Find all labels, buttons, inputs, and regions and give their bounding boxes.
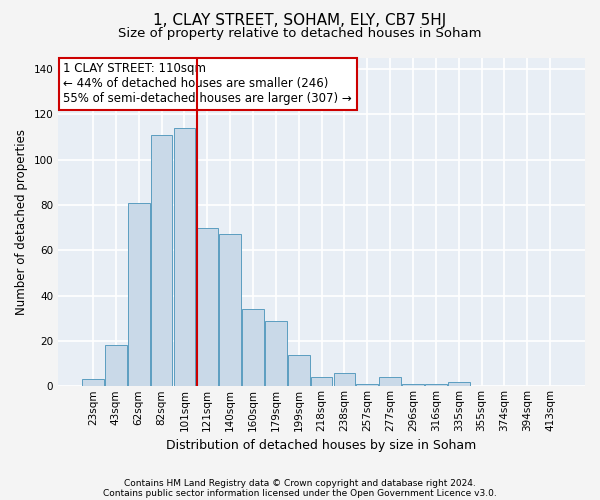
Bar (105, 346, 127, 387)
Text: 1 CLAY STREET: 110sqm
← 44% of detached houses are smaller (246)
55% of semi-det: 1 CLAY STREET: 110sqm ← 44% of detached … (64, 62, 352, 106)
Bar (173, 128, 195, 386)
Text: Contains public sector information licensed under the Open Government Licence v3: Contains public sector information licen… (103, 488, 497, 498)
Bar (196, 228, 218, 386)
Bar (311, 377, 332, 386)
Bar (334, 372, 355, 386)
Y-axis label: Number of detached properties: Number of detached properties (15, 129, 28, 315)
X-axis label: Distribution of detached houses by size in Soham: Distribution of detached houses by size … (166, 440, 477, 452)
Bar (82, 380, 104, 386)
Bar (265, 320, 287, 386)
Bar (379, 377, 401, 386)
Bar (356, 384, 378, 386)
Bar (151, 134, 172, 386)
Text: Size of property relative to detached houses in Soham: Size of property relative to detached ho… (118, 28, 482, 40)
Bar (288, 354, 310, 386)
Text: Contains HM Land Registry data © Crown copyright and database right 2024.: Contains HM Land Registry data © Crown c… (124, 478, 476, 488)
Bar (448, 382, 470, 386)
Bar (402, 384, 424, 386)
Bar (242, 309, 264, 386)
Text: 1, CLAY STREET, SOHAM, ELY, CB7 5HJ: 1, CLAY STREET, SOHAM, ELY, CB7 5HJ (154, 12, 446, 28)
Bar (425, 384, 447, 386)
Bar (219, 234, 241, 386)
Bar (128, 202, 149, 386)
